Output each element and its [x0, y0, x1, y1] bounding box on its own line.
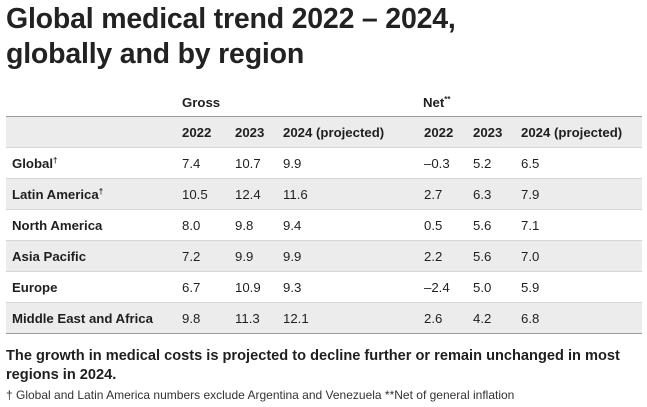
value-cell: 12.1: [277, 302, 419, 334]
region-cell: Latin America†: [6, 178, 176, 210]
region-footnote-marker: †: [53, 155, 58, 165]
region-name: North America: [12, 217, 103, 233]
value-cell: 11.3: [229, 302, 277, 334]
title-line-2: globally and by region: [6, 38, 305, 70]
group-header-empty: [6, 88, 176, 117]
value-cell: 9.8: [229, 209, 277, 241]
region-name: Europe: [12, 279, 58, 295]
value-cell: 5.6: [467, 209, 516, 241]
table-row: Middle East and Africa 9.8 11.3 12.1 2.6…: [6, 302, 643, 334]
year-header-gross-2022: 2022: [176, 116, 229, 148]
value-cell: 10.5: [176, 178, 229, 210]
year-header-gross-2023: 2023: [229, 116, 277, 148]
region-cell: North America: [6, 209, 176, 241]
group-header-net: Net**: [418, 88, 643, 117]
net-footnote-marker: **: [444, 94, 451, 104]
region-name: Global: [12, 155, 54, 171]
value-cell: 9.8: [176, 302, 229, 334]
region-name: Middle East and Africa: [12, 310, 153, 326]
region-footnote-marker: †: [98, 186, 104, 196]
value-cell: 10.7: [229, 147, 277, 179]
table-row: Europe 6.7 10.9 9.3 –2.4 5.0 5.9: [6, 271, 643, 303]
value-cell: 10.9: [229, 271, 277, 303]
value-cell: 2.7: [418, 178, 468, 210]
value-cell: –0.3: [418, 147, 468, 179]
value-cell: 2.2: [418, 240, 468, 272]
value-cell: 5.9: [515, 271, 643, 303]
region-cell: Asia Pacific: [6, 240, 176, 272]
value-cell: 0.5: [418, 209, 468, 241]
net-label-text: Net: [423, 94, 445, 110]
value-cell: 7.2: [176, 240, 229, 272]
value-cell: 8.0: [176, 209, 229, 241]
value-cell: 9.4: [277, 209, 419, 241]
value-cell: –2.4: [418, 271, 468, 303]
value-cell: 9.9: [277, 240, 419, 272]
year-header-row: 2022 2023 2024 (projected) 2022 2023 202…: [6, 116, 643, 148]
year-header-net-2022: 2022: [418, 116, 468, 148]
year-header-net-2023: 2023: [467, 116, 516, 148]
table-row: Asia Pacific 7.2 9.9 9.9 2.2 5.6 7.0: [6, 240, 643, 272]
title-line-1: Global medical trend 2022 – 2024,: [6, 3, 456, 35]
value-cell: 7.0: [515, 240, 643, 272]
group-header-gross: Gross: [176, 88, 419, 117]
summary-text: The growth in medical costs is projected…: [6, 348, 620, 383]
table-row: Latin America† 10.5 12.4 11.6 2.7 6.3 7.…: [6, 178, 643, 210]
value-cell: 4.2: [467, 302, 516, 334]
table-row: Global† 7.4 10.7 9.9 –0.3 5.2 6.5: [6, 147, 643, 179]
value-cell: 9.9: [229, 240, 277, 272]
value-cell: 6.5: [515, 147, 643, 179]
value-cell: 2.6: [418, 302, 468, 334]
table-row: North America 8.0 9.8 9.4 0.5 5.6 7.1: [6, 209, 643, 241]
value-cell: 6.8: [515, 302, 643, 334]
year-header-empty: [6, 116, 176, 148]
region-name: Latin America: [12, 186, 99, 202]
region-cell: Europe: [6, 271, 176, 303]
footnote-text: † Global and Latin America numbers exclu…: [6, 388, 515, 402]
value-cell: 5.0: [467, 271, 516, 303]
value-cell: 7.1: [515, 209, 643, 241]
value-cell: 9.9: [277, 147, 419, 179]
medical-trend-table: Gross Net** 2022 2023 2024 (projected) 2…: [6, 88, 643, 334]
value-cell: 9.3: [277, 271, 419, 303]
region-name: Asia Pacific: [12, 248, 87, 264]
year-header-net-2024: 2024 (projected): [515, 116, 643, 148]
value-cell: 7.4: [176, 147, 229, 179]
region-cell: Middle East and Africa: [6, 302, 176, 334]
value-cell: 5.2: [467, 147, 516, 179]
group-header-row: Gross Net**: [6, 88, 643, 117]
page-title: Global medical trend 2022 – 2024, global…: [6, 2, 642, 72]
value-cell: 5.6: [467, 240, 516, 272]
region-cell: Global†: [6, 147, 176, 179]
value-cell: 11.6: [277, 178, 419, 210]
value-cell: 7.9: [515, 178, 643, 210]
value-cell: 6.3: [467, 178, 516, 210]
value-cell: 6.7: [176, 271, 229, 303]
medical-trend-table-container: Gross Net** 2022 2023 2024 (projected) 2…: [6, 88, 643, 334]
value-cell: 12.4: [229, 178, 277, 210]
year-header-gross-2024: 2024 (projected): [277, 116, 419, 148]
